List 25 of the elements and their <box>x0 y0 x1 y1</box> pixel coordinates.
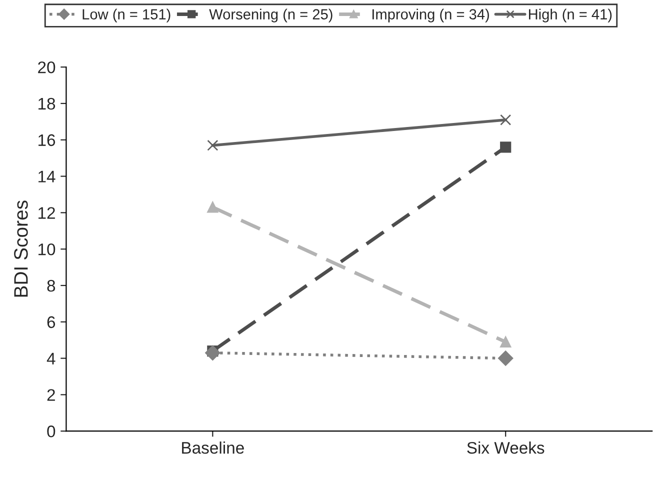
y-tick-label: 2 <box>47 389 55 401</box>
point <box>500 336 512 348</box>
point <box>205 345 220 360</box>
y-tick-label: 0 <box>47 426 56 438</box>
y-tick-label: 16 <box>38 134 56 146</box>
y-tick-label: 14 <box>38 170 56 182</box>
y-tick-label: 10 <box>38 243 56 256</box>
y-tick-label: 18 <box>38 98 56 110</box>
legend-label: Worsening (n = 25) <box>209 8 332 22</box>
y-tick-label: 12 <box>38 207 55 219</box>
legend-label: High (n = 41) <box>528 8 612 22</box>
point <box>498 350 514 366</box>
x-tick-label: Six Weeks <box>467 442 544 454</box>
legend-label: Low (n = 151) <box>82 8 170 22</box>
x-tick-label: Baseline <box>182 442 244 454</box>
point <box>207 140 218 151</box>
y-tick-label: 8 <box>47 280 56 292</box>
point <box>500 142 512 153</box>
y-tick-label: 20 <box>38 61 56 74</box>
legend-label: Improving (n = 34) <box>372 8 489 22</box>
point <box>500 114 512 126</box>
point <box>207 202 218 213</box>
y-axis-title: BDI Scores <box>14 200 28 297</box>
y-tick-label: 4 <box>46 352 56 364</box>
y-tick-label: 6 <box>47 316 56 328</box>
